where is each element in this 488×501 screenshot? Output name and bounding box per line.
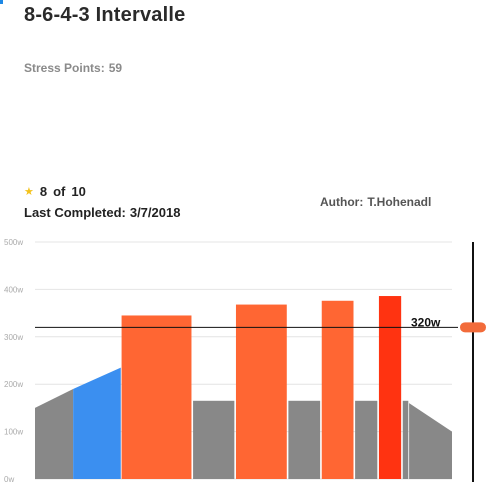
interval-bar xyxy=(288,400,321,479)
interval-bar xyxy=(121,315,192,479)
author-label: Author: xyxy=(320,195,364,209)
author-value: T.Hohenadl xyxy=(367,195,432,209)
rating-max: 10 xyxy=(71,184,86,199)
corner-marker xyxy=(0,0,3,4)
rating: ★ 8 of 10 xyxy=(24,184,86,199)
ftp-label: 320w xyxy=(411,315,441,329)
chart-segments xyxy=(35,296,452,479)
workout-power-chart: 500w 400w 300w 200w 100w 0w 320w xyxy=(4,238,486,484)
y-tick-label: 500w xyxy=(4,238,23,247)
stress-points: Stress Points: 59 xyxy=(24,61,122,75)
interval-bar xyxy=(193,400,235,479)
ramp-segment xyxy=(35,388,74,479)
workout-title: 8-6-4-3 Intervalle xyxy=(24,4,186,26)
last-completed: Last Completed: 3/7/2018 xyxy=(24,205,180,220)
interval-bar xyxy=(235,304,287,479)
interval-bar xyxy=(321,300,354,479)
y-tick-label: 100w xyxy=(4,428,23,437)
y-tick-label: 400w xyxy=(4,285,23,294)
y-tick-label: 200w xyxy=(4,380,23,389)
interval-bar xyxy=(355,400,378,479)
chart-y-ticks: 500w 400w 300w 200w 100w 0w xyxy=(4,238,23,484)
interval-bar xyxy=(402,400,409,479)
stress-points-value: 59 xyxy=(108,61,123,75)
drag-handle-icon[interactable] xyxy=(460,322,486,333)
star-icon: ★ xyxy=(24,186,34,198)
ramp-segment xyxy=(73,367,121,479)
stress-points-label: Stress Points: xyxy=(24,61,105,75)
author: Author: T.Hohenadl xyxy=(320,195,431,209)
y-tick-label: 300w xyxy=(4,333,23,342)
y-tick-label: 0w xyxy=(4,475,14,484)
last-completed-label: Last Completed: xyxy=(24,205,126,220)
interval-bar xyxy=(378,296,402,479)
last-completed-value: 3/7/2018 xyxy=(129,205,181,220)
rating-value: 8 xyxy=(39,184,48,199)
ramp-segment xyxy=(409,403,452,479)
rating-separator: of xyxy=(53,184,66,199)
